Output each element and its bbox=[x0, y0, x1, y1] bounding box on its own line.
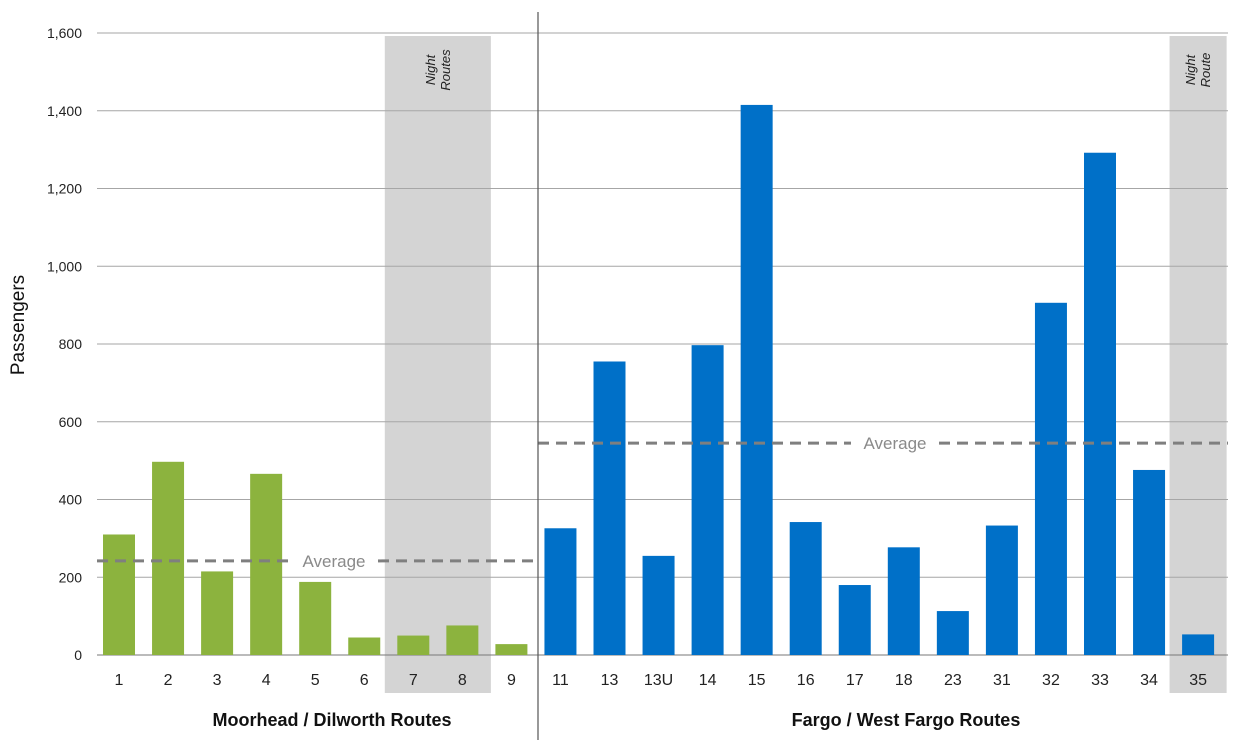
group-label: Fargo / West Fargo Routes bbox=[792, 710, 1021, 730]
bar-route-34 bbox=[1133, 469, 1166, 655]
x-tick-label: 16 bbox=[797, 672, 815, 689]
bar-route-35 bbox=[1182, 634, 1215, 655]
x-tick-label: 4 bbox=[262, 672, 271, 689]
x-tick-label: 31 bbox=[993, 672, 1011, 689]
bar-route-18 bbox=[887, 547, 920, 655]
x-tick-label: 18 bbox=[895, 672, 913, 689]
bar-route-9 bbox=[495, 644, 528, 655]
y-tick-label: 400 bbox=[59, 492, 83, 508]
bar-route-14 bbox=[691, 345, 724, 655]
x-tick-label: 6 bbox=[360, 672, 369, 689]
average-label: Average bbox=[302, 552, 365, 571]
average-lines bbox=[97, 441, 1228, 563]
y-tick-label: 1,400 bbox=[47, 103, 82, 119]
night-route-shading-layer bbox=[384, 36, 1227, 693]
bar-route-16 bbox=[789, 522, 822, 655]
bar-route-2 bbox=[152, 461, 185, 655]
x-tick-label: 9 bbox=[507, 672, 516, 689]
bar-route-17 bbox=[838, 585, 871, 655]
x-tick-label: 1 bbox=[115, 672, 124, 689]
x-tick-label: 17 bbox=[846, 672, 864, 689]
x-tick-label: 13 bbox=[601, 672, 619, 689]
x-tick-label: 5 bbox=[311, 672, 320, 689]
x-tick-label: 33 bbox=[1091, 672, 1109, 689]
night-route-label: NightRoute bbox=[1183, 53, 1213, 88]
x-tick-label: 32 bbox=[1042, 672, 1060, 689]
y-tick-label: 200 bbox=[59, 569, 83, 585]
x-tick-label: 23 bbox=[944, 672, 962, 689]
bar-route-23 bbox=[936, 611, 969, 655]
average-label: Average bbox=[863, 434, 926, 453]
bar-route-8 bbox=[446, 625, 479, 655]
bar-route-3 bbox=[201, 571, 234, 655]
bar-route-15 bbox=[740, 104, 773, 655]
y-tick-label: 1,600 bbox=[47, 25, 82, 41]
x-tick-label: 11 bbox=[552, 672, 569, 689]
bar-route-13U bbox=[642, 555, 675, 655]
y-tick-label: 1,000 bbox=[47, 258, 82, 274]
y-tick-label: 800 bbox=[59, 336, 83, 352]
x-tick-label: 34 bbox=[1140, 672, 1158, 689]
night-route-band bbox=[384, 36, 491, 693]
bar-route-31 bbox=[985, 525, 1018, 655]
y-tick-label: 600 bbox=[59, 414, 83, 430]
bar-route-6 bbox=[348, 637, 381, 655]
bars bbox=[103, 104, 1215, 656]
group-label: Moorhead / Dilworth Routes bbox=[212, 710, 451, 730]
y-tick-label: 0 bbox=[74, 647, 82, 663]
y-tick-label: 1,200 bbox=[47, 181, 82, 197]
bar-route-4 bbox=[250, 473, 283, 655]
bar-route-7 bbox=[397, 635, 430, 655]
x-tick-label: 15 bbox=[748, 672, 766, 689]
labels: NightRoutes NightRoute 0 200 400 600 800 1,000 1… bbox=[8, 25, 1213, 730]
x-tick-label: 8 bbox=[458, 672, 467, 689]
x-tick-label: 14 bbox=[699, 672, 717, 689]
night-route-label: NightRoutes bbox=[423, 49, 453, 91]
bar-route-5 bbox=[299, 581, 332, 655]
bar-route-1 bbox=[103, 534, 135, 655]
bar-route-32 bbox=[1034, 302, 1067, 655]
x-tick-label: 7 bbox=[409, 672, 418, 689]
x-tick-label: 3 bbox=[213, 672, 222, 689]
x-tick-label: 13U bbox=[644, 672, 673, 689]
y-axis-label: Passengers bbox=[8, 275, 29, 375]
bar-route-33 bbox=[1084, 152, 1116, 656]
night-route-band bbox=[1169, 36, 1227, 693]
bar-route-13 bbox=[593, 361, 626, 655]
x-tick-label: 35 bbox=[1189, 672, 1207, 689]
x-tick-label: 2 bbox=[164, 672, 173, 689]
bar-route-11 bbox=[544, 528, 577, 655]
